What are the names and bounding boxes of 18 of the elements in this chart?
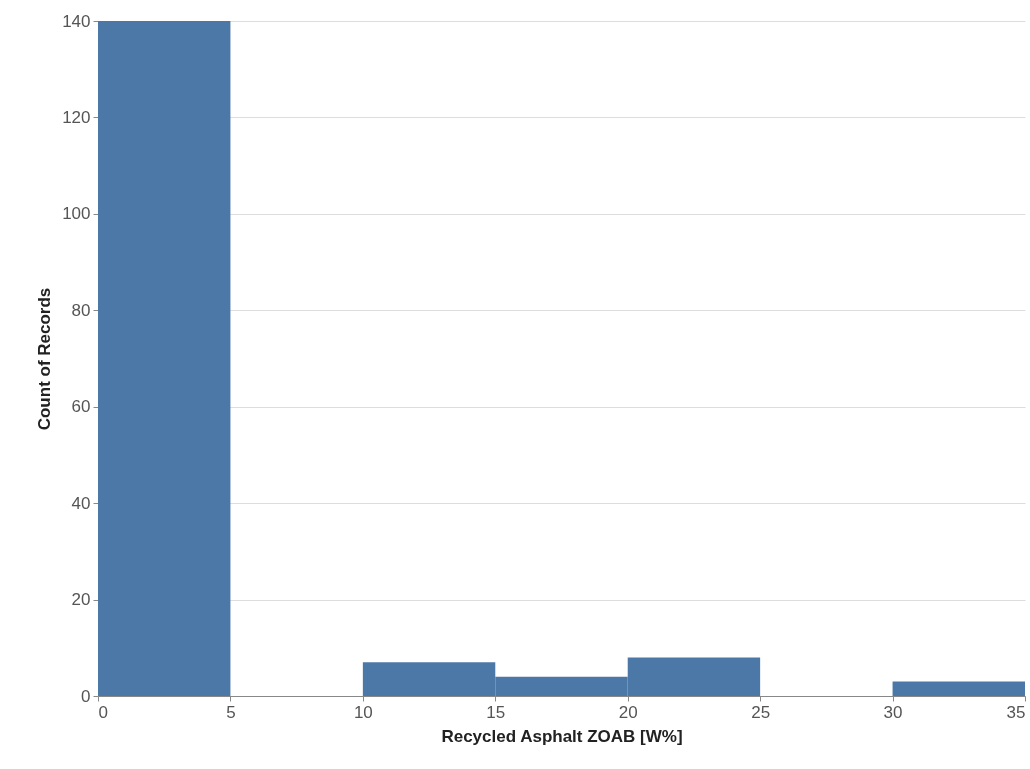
x-tick-label: 35 xyxy=(1006,702,1026,722)
y-tick-label: 20 xyxy=(71,590,91,610)
y-tick-label: 60 xyxy=(71,397,91,417)
x-tick-label: 0 xyxy=(98,702,108,722)
x-tick-label: 15 xyxy=(486,702,506,722)
x-tick-label: 20 xyxy=(618,702,638,722)
x-tick-label: 25 xyxy=(751,702,771,722)
y-tick-label: 0 xyxy=(81,686,91,706)
y-tick-label: 120 xyxy=(62,107,91,127)
y-tick-label: 80 xyxy=(71,300,91,320)
y-tick-label: 40 xyxy=(71,493,91,513)
x-tick-label: 5 xyxy=(226,702,236,722)
x-tick-label: 30 xyxy=(883,702,903,722)
x-axis-title: Recycled Asphalt ZOAB [W%] xyxy=(441,726,683,746)
y-axis-title: Count of Records xyxy=(35,287,55,431)
y-tick-label: 100 xyxy=(62,204,91,224)
x-tick-label: 10 xyxy=(353,702,373,722)
y-tick-label: 140 xyxy=(62,11,91,31)
